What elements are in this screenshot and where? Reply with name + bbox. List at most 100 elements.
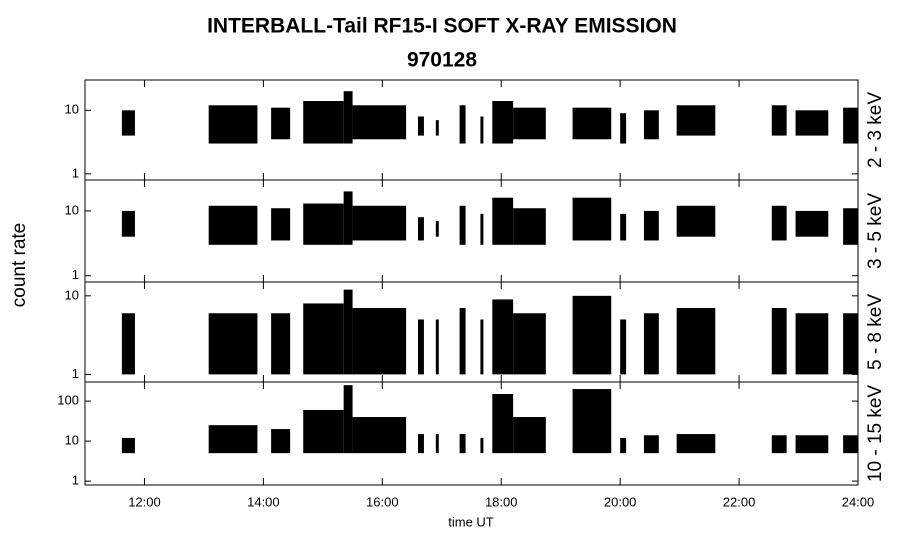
data-band <box>208 313 258 375</box>
data-band <box>492 394 514 454</box>
data-band <box>572 197 612 241</box>
y-tick-label: 10 <box>65 287 79 302</box>
data-band <box>417 434 424 454</box>
data-band <box>620 319 627 375</box>
data-band <box>795 435 829 454</box>
data-band <box>620 437 627 454</box>
panel-label: 5 - 8 keV <box>865 294 886 370</box>
data-band <box>480 319 484 375</box>
data-band <box>459 434 466 454</box>
data-band <box>771 105 787 136</box>
x-tick-label: 16:00 <box>366 494 399 509</box>
y-tick-label: 1 <box>72 267 79 282</box>
data-band <box>513 107 546 140</box>
data-band <box>271 208 291 241</box>
y-tick-label: 10 <box>65 202 79 217</box>
data-band <box>121 110 135 136</box>
data-band <box>271 313 291 375</box>
y-tick-label: 100 <box>57 393 79 408</box>
data-band <box>303 101 344 144</box>
data-band <box>121 210 135 237</box>
data-band <box>480 116 484 144</box>
y-tick-label: 10 <box>65 433 79 448</box>
chart-subtitle: 970128 <box>407 49 477 72</box>
data-band <box>459 308 466 375</box>
data-band <box>492 299 514 375</box>
data-band <box>513 208 546 245</box>
data-band <box>795 110 829 136</box>
chart-title: INTERBALL-Tail RF15-I SOFT X-RAY EMISSIO… <box>207 15 677 38</box>
data-band <box>459 105 466 144</box>
panel-frame <box>84 281 859 383</box>
x-tick-label: 18:00 <box>485 494 518 509</box>
data-band <box>572 107 612 140</box>
data-band <box>435 434 439 454</box>
data-band <box>676 105 716 136</box>
y-tick-label: 1 <box>72 165 79 180</box>
data-band <box>620 113 627 144</box>
data-band <box>795 313 829 375</box>
data-band <box>643 313 659 375</box>
data-band <box>208 105 258 144</box>
panel-label: 3 - 5 keV <box>865 193 886 269</box>
data-band <box>121 437 135 454</box>
data-band <box>435 319 439 375</box>
panel-frame <box>84 79 859 181</box>
data-band <box>795 210 829 237</box>
data-band <box>771 308 787 375</box>
data-band <box>513 313 546 375</box>
data-band <box>492 101 514 144</box>
x-tick-label: 14:00 <box>247 494 280 509</box>
data-band <box>459 205 466 245</box>
data-band <box>676 308 716 375</box>
data-band <box>352 308 407 375</box>
data-band <box>771 205 787 241</box>
panel-frame <box>84 381 859 486</box>
data-band <box>435 220 439 237</box>
data-band <box>303 203 344 245</box>
panel-frame <box>84 179 859 283</box>
data-band <box>572 389 612 454</box>
x-tick-label: 22:00 <box>723 494 756 509</box>
y-tick-label: 10 <box>65 102 79 117</box>
panel-label: 10 - 15 keV <box>865 385 886 482</box>
data-band <box>843 208 858 245</box>
data-band <box>121 313 135 375</box>
y-tick-label: 1 <box>72 366 79 381</box>
data-band <box>352 205 407 241</box>
data-band <box>843 313 858 375</box>
data-band <box>676 205 716 237</box>
data-band <box>676 434 716 454</box>
data-band <box>513 417 546 454</box>
data-band <box>843 435 858 454</box>
data-band <box>343 289 353 375</box>
panel-label: 2 - 3 keV <box>865 92 886 168</box>
data-band <box>271 429 291 454</box>
x-tick-label: 24:00 <box>842 494 875 509</box>
data-band <box>343 91 353 144</box>
data-band <box>620 213 627 241</box>
data-band <box>417 319 424 375</box>
data-band <box>208 205 258 245</box>
data-band <box>343 191 353 245</box>
data-band <box>417 116 424 136</box>
x-tick-label: 12:00 <box>128 494 161 509</box>
data-band <box>572 295 612 375</box>
data-band <box>417 217 424 241</box>
data-band <box>643 210 659 241</box>
data-band <box>771 435 787 454</box>
data-band <box>480 437 484 454</box>
data-band <box>480 213 484 245</box>
y-axis-label: count rate <box>9 223 30 308</box>
data-band <box>303 409 344 454</box>
data-band <box>352 105 407 140</box>
data-band <box>303 303 344 375</box>
data-band <box>208 425 258 454</box>
data-band <box>643 435 659 454</box>
data-band <box>271 107 291 140</box>
x-axis-label: time UT <box>448 514 494 529</box>
data-band <box>435 120 439 136</box>
data-band <box>643 110 659 140</box>
data-band <box>352 417 407 454</box>
